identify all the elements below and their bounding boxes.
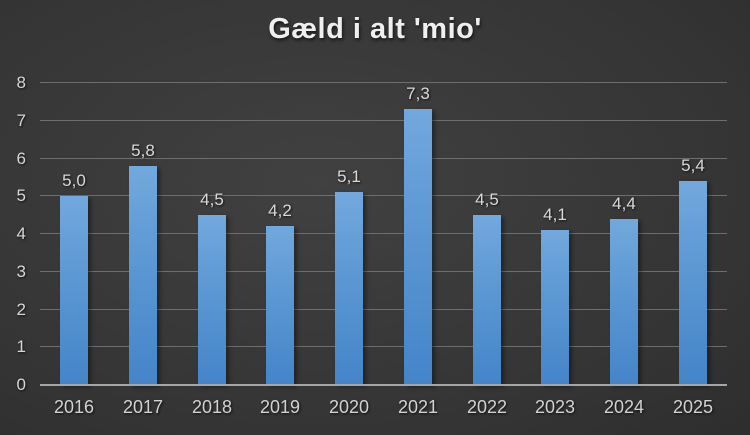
- bar-value-label-2022: 4,5: [475, 190, 499, 209]
- bar-value-label-2024: 4,4: [612, 194, 636, 213]
- bar-2019: [266, 226, 294, 385]
- plot-area: [40, 82, 727, 386]
- bar-2024: [610, 219, 638, 385]
- x-axis-line: [40, 384, 727, 386]
- bar-value-label-2018: 4,5: [200, 190, 224, 209]
- y-tick-label-2: 2: [16, 299, 26, 319]
- x-tick-label-2017: 2017: [122, 397, 164, 417]
- gridline-y2: [40, 308, 727, 310]
- y-tick-label-8: 8: [16, 73, 26, 92]
- x-tick-label-2023: 2023: [534, 397, 576, 417]
- bar-value-label-2021: 7,3: [406, 84, 430, 103]
- y-tick-label-6: 6: [16, 148, 26, 168]
- y-tick-label-1: 1: [16, 337, 26, 357]
- bar-2017: [129, 166, 157, 385]
- gridline-y7: [40, 119, 727, 121]
- gridline-y5: [40, 195, 727, 197]
- gridline-y4: [40, 233, 727, 234]
- gridline-y6: [40, 157, 727, 159]
- y-tick-label-3: 3: [16, 261, 26, 281]
- bar-value-label-2019: 4,2: [268, 201, 292, 220]
- bar-2020: [335, 192, 363, 385]
- x-tick-label-2021: 2021: [397, 397, 439, 417]
- bar-2025: [679, 181, 707, 385]
- bar-value-label-2017: 5,8: [131, 141, 155, 160]
- bar-value-label-2020: 5,1: [337, 167, 361, 186]
- y-tick-label-0: 0: [16, 375, 26, 394]
- bar-2023: [541, 230, 569, 385]
- x-tick-label-2018: 2018: [191, 397, 233, 417]
- x-tick-label-2022: 2022: [466, 397, 508, 417]
- gridline-y8: [40, 82, 727, 83]
- y-tick-label-7: 7: [16, 110, 26, 130]
- gridline-y1: [40, 346, 727, 348]
- bar-2016: [60, 196, 88, 385]
- bar-2022: [473, 215, 501, 385]
- bar-2018: [198, 215, 226, 385]
- x-tick-label-2024: 2024: [603, 397, 645, 417]
- x-tick-label-2020: 2020: [328, 397, 370, 417]
- bar-value-label-2025: 5,4: [681, 156, 705, 175]
- x-tick-label-2019: 2019: [259, 397, 301, 417]
- x-tick-label-2025: 2025: [672, 397, 714, 417]
- y-tick-label-5: 5: [16, 186, 26, 206]
- chart-title: Gæld i alt 'mio': [268, 13, 482, 45]
- x-tick-label-2016: 2016: [53, 397, 95, 417]
- bar-value-label-2023: 4,1: [543, 205, 567, 224]
- bar-2021: [404, 109, 432, 385]
- bar-value-label-2016: 5,0: [62, 171, 86, 190]
- y-tick-label-4: 4: [16, 224, 26, 243]
- gridline-y3: [40, 270, 727, 272]
